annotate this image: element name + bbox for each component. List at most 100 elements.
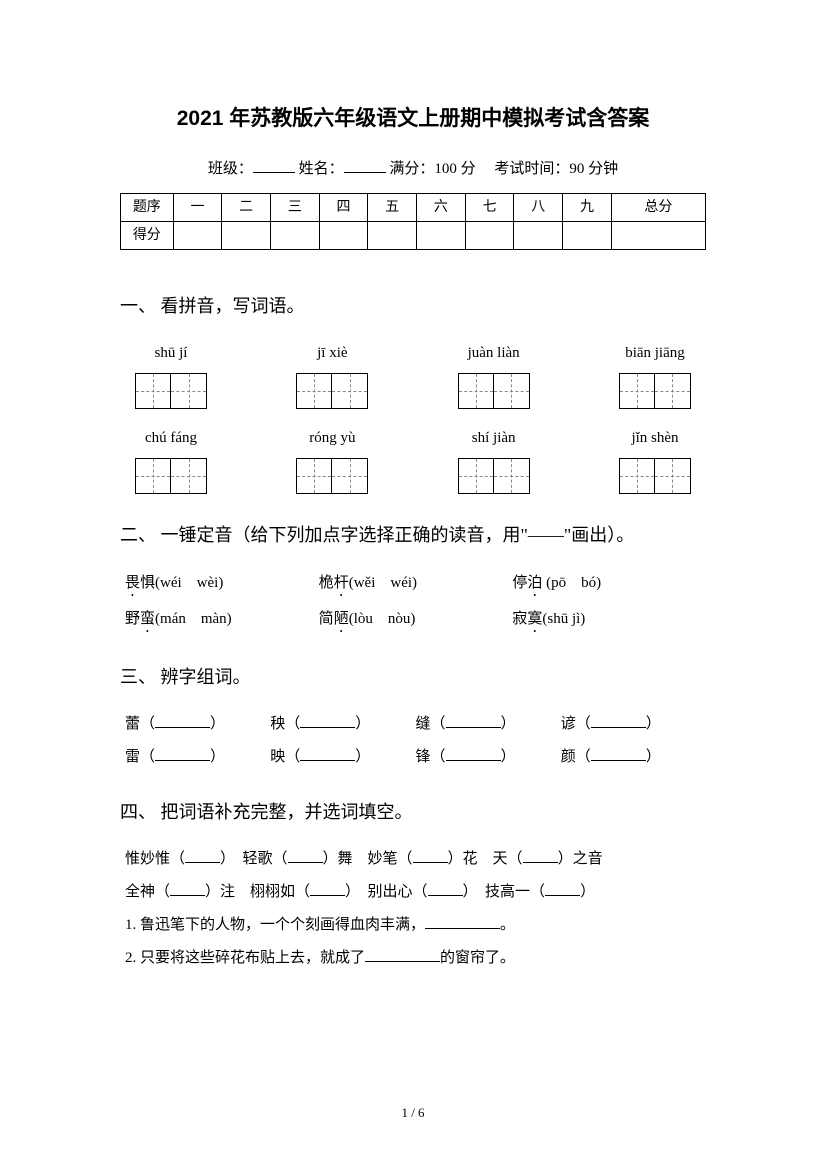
q4-q1: 1. 鲁迅笔下的人物，一个个刻画得血肉丰满，。 [120, 912, 706, 939]
q2-item: 野蛮(mán màn) [125, 606, 319, 636]
q3-item: 谚（） [561, 711, 706, 738]
score-cell[interactable] [173, 221, 222, 249]
tianzi-box[interactable] [296, 373, 368, 409]
blank[interactable] [446, 713, 501, 728]
class-blank[interactable] [253, 158, 295, 173]
q4-line2: 全神（）注 栩栩如（） 别出心（） 技高一（） [120, 879, 706, 906]
page-title: 2021 年苏教版六年级语文上册期中模拟考试含答案 [120, 100, 706, 138]
header-cell: 六 [417, 193, 466, 221]
score-cell[interactable] [319, 221, 368, 249]
blank[interactable] [591, 746, 646, 761]
pinyin-item: jī xiè [296, 340, 368, 409]
pinyin-item: shū jí [135, 340, 207, 409]
pinyin-label: jǐn shèn [631, 425, 678, 452]
blank[interactable] [155, 746, 210, 761]
q2-item: 寂寞(shū jì) [512, 606, 706, 636]
pinyin-label: jī xiè [317, 340, 347, 367]
pinyin-item: shí jiàn [458, 425, 530, 494]
blank[interactable] [310, 881, 345, 896]
header-cell: 二 [222, 193, 271, 221]
tianzi-box[interactable] [458, 458, 530, 494]
pinyin-label: róng yù [309, 425, 355, 452]
blank[interactable] [413, 848, 448, 863]
blank[interactable] [300, 746, 355, 761]
header-cell: 八 [514, 193, 563, 221]
exam-time: 考试时间：90 分钟 [494, 161, 618, 177]
q2-item: 简陋(lòu nòu) [319, 606, 513, 636]
page-number: 1 / 6 [0, 1101, 826, 1124]
score-cell[interactable] [271, 221, 320, 249]
pinyin-label: juàn liàn [468, 340, 520, 367]
tianzi-box[interactable] [135, 373, 207, 409]
q3-item: 雷（） [125, 744, 270, 771]
name-label: 姓名： [299, 161, 344, 177]
pinyin-item: biān jiāng [619, 340, 691, 409]
blank[interactable] [545, 881, 580, 896]
q4-line1: 惟妙惟（） 轻歌（）舞 妙笔（）花 天（）之音 [120, 846, 706, 873]
q2-item: 桅杆(wěi wéi) [319, 570, 513, 600]
blank[interactable] [425, 914, 500, 929]
header-cell: 五 [368, 193, 417, 221]
header-cell: 三 [271, 193, 320, 221]
q2-row: 野蛮(mán màn) 简陋(lòu nòu) 寂寞(shū jì) [120, 606, 706, 636]
q3-item: 锋（） [416, 744, 561, 771]
score-cell[interactable] [368, 221, 417, 249]
pinyin-label: shū jí [155, 340, 188, 367]
pinyin-item: róng yù [296, 425, 368, 494]
pinyin-label: chú fáng [145, 425, 197, 452]
header-cell: 四 [319, 193, 368, 221]
name-blank[interactable] [344, 158, 386, 173]
tianzi-box[interactable] [619, 458, 691, 494]
q3-item: 蕾（） [125, 711, 270, 738]
header-cell: 一 [173, 193, 222, 221]
section-4-heading: 四、 把词语补充完整，并选词填空。 [120, 796, 706, 828]
score-cell[interactable] [417, 221, 466, 249]
blank[interactable] [300, 713, 355, 728]
blank[interactable] [288, 848, 323, 863]
blank[interactable] [428, 881, 463, 896]
pinyin-row-2: chú fáng róng yù shí jiàn jǐn shèn [120, 425, 706, 494]
blank[interactable] [155, 713, 210, 728]
header-cell: 总分 [611, 193, 705, 221]
pinyin-label: shí jiàn [472, 425, 516, 452]
tianzi-box[interactable] [135, 458, 207, 494]
q3-item: 颜（） [561, 744, 706, 771]
tianzi-box[interactable] [296, 458, 368, 494]
blank[interactable] [170, 881, 205, 896]
blank[interactable] [185, 848, 220, 863]
header-cell: 题序 [121, 193, 174, 221]
section-2-heading: 二、 一锤定音（给下列加点字选择正确的读音，用"——"画出）。 [120, 519, 706, 551]
score-cell[interactable] [222, 221, 271, 249]
pinyin-row-1: shū jí jī xiè juàn liàn biān jiāng [120, 340, 706, 409]
blank[interactable] [523, 848, 558, 863]
pinyin-label: biān jiāng [625, 340, 685, 367]
score-label-cell: 得分 [121, 221, 174, 249]
class-label: 班级： [208, 161, 253, 177]
pinyin-item: juàn liàn [458, 340, 530, 409]
blank[interactable] [365, 947, 440, 962]
q3-item: 秧（） [270, 711, 415, 738]
q3-row: 雷（） 映（） 锋（） 颜（） [120, 744, 706, 771]
q2-row: 畏惧(wéi wèi) 桅杆(wěi wéi) 停泊 (pō bó) [120, 570, 706, 600]
pinyin-item: chú fáng [135, 425, 207, 494]
score-table: 题序 一 二 三 四 五 六 七 八 九 总分 得分 [120, 193, 706, 250]
blank[interactable] [591, 713, 646, 728]
q2-item: 畏惧(wéi wèi) [125, 570, 319, 600]
score-cell[interactable] [611, 221, 705, 249]
tianzi-box[interactable] [619, 373, 691, 409]
q3-row: 蕾（） 秧（） 缝（） 谚（） [120, 711, 706, 738]
pinyin-item: jǐn shèn [619, 425, 691, 494]
score-cell[interactable] [465, 221, 514, 249]
score-cell[interactable] [563, 221, 612, 249]
score-cell[interactable] [514, 221, 563, 249]
q2-item: 停泊 (pō bó) [512, 570, 706, 600]
q3-item: 映（） [270, 744, 415, 771]
blank[interactable] [446, 746, 501, 761]
header-cell: 七 [465, 193, 514, 221]
q4-q2: 2. 只要将这些碎花布贴上去，就成了的窗帘了。 [120, 945, 706, 972]
table-header-row: 题序 一 二 三 四 五 六 七 八 九 总分 [121, 193, 706, 221]
header-cell: 九 [563, 193, 612, 221]
exam-info: 班级： 姓名： 满分：100 分 考试时间：90 分钟 [120, 156, 706, 183]
tianzi-box[interactable] [458, 373, 530, 409]
q3-item: 缝（） [416, 711, 561, 738]
